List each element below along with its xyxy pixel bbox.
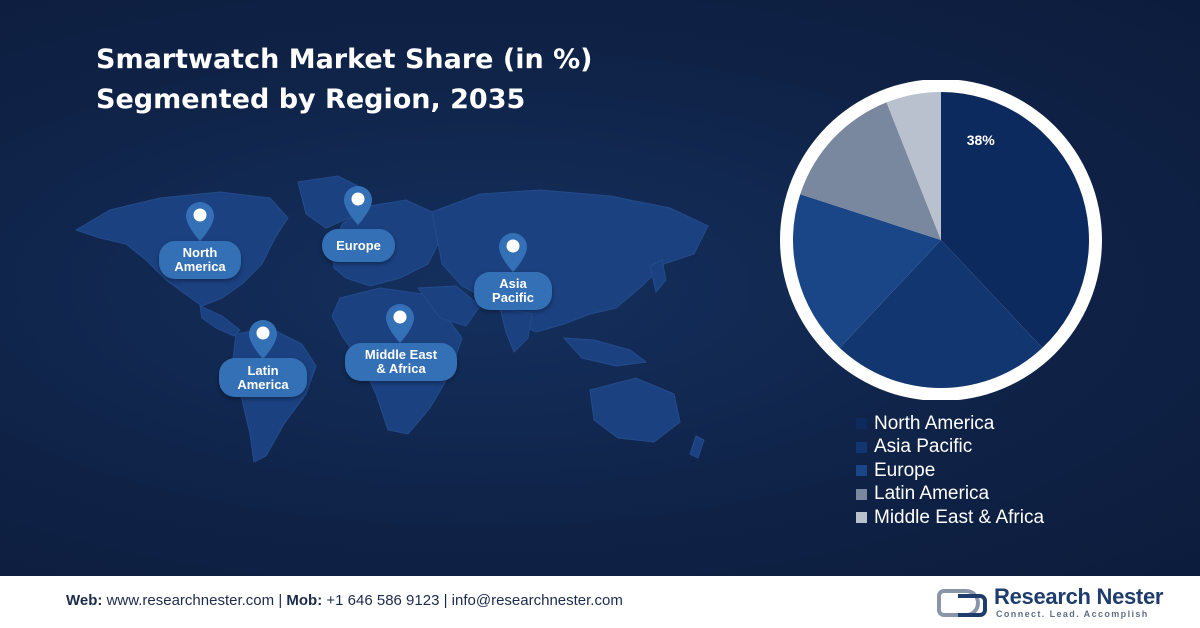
pie-chart: 38% xyxy=(780,80,1102,400)
map-australia xyxy=(589,377,681,443)
contact-info: Web: www.researchnester.com | Mob: +1 64… xyxy=(66,592,623,609)
map-middle-east xyxy=(417,285,481,327)
region-label-latin-america: Latin America xyxy=(219,358,307,397)
map-southeast-asia xyxy=(562,337,648,367)
map-pin-icon xyxy=(249,320,277,359)
legend-item: Asia Pacific xyxy=(856,436,1044,460)
legend-item: North America xyxy=(856,412,1044,436)
page-title: Smartwatch Market Share (in %) Segmented… xyxy=(96,40,593,120)
title-line-1: Smartwatch Market Share (in %) xyxy=(96,44,593,75)
logo-name: Research Nester xyxy=(994,584,1164,609)
legend-swatch xyxy=(856,512,867,524)
world-map xyxy=(74,175,709,463)
pie-labels: 38% xyxy=(967,132,996,148)
phone-number[interactable]: +1 646 586 9123 xyxy=(326,592,440,609)
legend-item: Latin America xyxy=(856,483,1044,507)
region-label-north-america: North America xyxy=(159,241,241,279)
map-india xyxy=(499,307,533,353)
footer: Web: www.researchnester.com | Mob: +1 64… xyxy=(0,576,1200,628)
legend-swatch xyxy=(856,465,867,477)
pie-slice-middle-east-africa xyxy=(886,92,941,240)
legend-swatch xyxy=(856,418,867,430)
web-url[interactable]: www.researchnester.com xyxy=(106,592,275,609)
map-new-zealand xyxy=(689,435,705,459)
logo-tagline: Connect. Lead. Accomplish xyxy=(996,609,1149,619)
legend-label: Europe xyxy=(874,459,936,481)
map-pin-icon xyxy=(344,186,372,225)
email-address[interactable]: info@researchnester.com xyxy=(451,592,623,609)
separator: | xyxy=(278,592,283,609)
region-label-europe: Europe xyxy=(322,229,395,262)
pie-slice-latin-america xyxy=(800,102,941,240)
pie-slice-asia-pacific xyxy=(839,240,1043,388)
data-label: 38% xyxy=(967,132,996,148)
legend-swatch xyxy=(856,441,867,453)
research-nester-logo-icon xyxy=(937,589,987,617)
legend-label: Middle East & Africa xyxy=(874,506,1045,528)
legend-label: Latin America xyxy=(874,483,990,505)
legend-item: Europe xyxy=(856,459,1044,483)
pie-slices xyxy=(780,80,1102,400)
region-label-asia-pacific: Asia Pacific xyxy=(474,272,552,310)
legend-label: North America xyxy=(874,412,995,434)
legend-swatch xyxy=(856,488,867,500)
map-pin-icon xyxy=(186,202,214,241)
title-line-2: Segmented by Region, 2035 xyxy=(96,84,526,115)
legend-item: Middle East & Africa xyxy=(856,506,1044,530)
region-label-middle-east-africa: Middle East & Africa xyxy=(345,343,457,381)
pie-slice-europe xyxy=(793,194,941,348)
map-japan xyxy=(649,259,667,294)
chart-legend: North America Asia Pacific Europe Latin Ame… xyxy=(856,412,1044,530)
legend-label: Asia Pacific xyxy=(874,436,973,458)
separator: | xyxy=(443,592,448,609)
mob-label: Mob: xyxy=(286,592,323,609)
map-central-america xyxy=(199,305,241,337)
map-pin-icon xyxy=(386,304,414,343)
pie-slice-north-america xyxy=(941,92,1089,348)
map-pin-icon xyxy=(499,233,527,272)
main-panel: Smartwatch Market Share (in %) Segmented… xyxy=(0,0,1200,576)
web-label: Web: xyxy=(66,592,103,609)
